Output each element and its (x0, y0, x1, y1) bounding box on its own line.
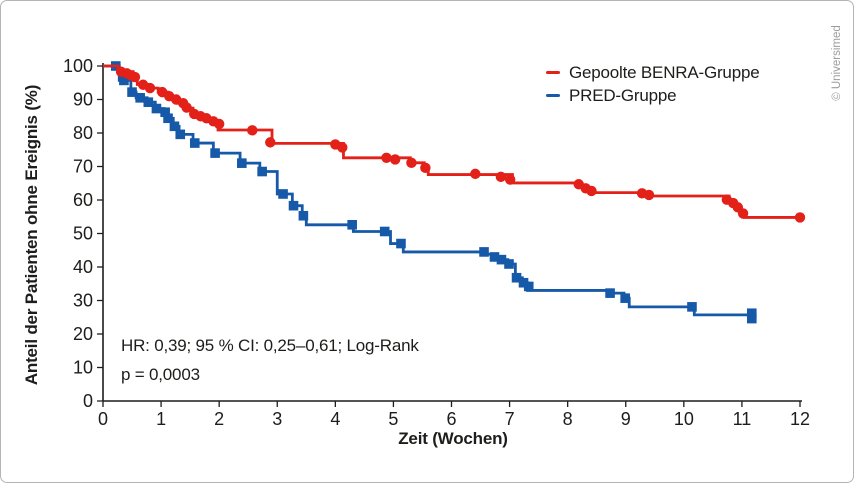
censor-marker-gepoolte-benra-gruppe (129, 71, 141, 83)
censor-marker-gepoolte-benra-gruppe (213, 118, 225, 130)
stats-annotation: HR: 0,39; 95 % CI: 0,25–0,61; Log-Rank p… (121, 331, 419, 389)
censor-marker-gepoolte-benra-gruppe (495, 171, 507, 183)
x-tick-label: 4 (330, 409, 340, 429)
censor-marker-pred-gruppe (347, 219, 357, 230)
censor-marker-gepoolte-benra-gruppe (643, 189, 655, 201)
censor-marker-pred-gruppe (746, 313, 757, 324)
y-tick-label: 30 (73, 291, 93, 311)
censor-marker-gepoolte-benra-gruppe (406, 157, 417, 169)
censor-marker-pred-gruppe (605, 288, 615, 298)
censor-marker-gepoolte-benra-gruppe (794, 212, 806, 223)
censor-marker-pred-gruppe (511, 272, 522, 283)
censor-marker-pred-gruppe (210, 148, 220, 158)
y-axis-title: Anteil der Patienten ohne Ereignis (%) (22, 84, 41, 386)
legend-item-pred: PRED-Gruppe (546, 86, 759, 105)
x-tick-label: 9 (621, 409, 631, 429)
x-axis-title: Zeit (Wochen) (398, 429, 508, 448)
censor-marker-gepoolte-benra-gruppe (586, 185, 597, 197)
legend-label-pred: PRED-Gruppe (569, 85, 677, 105)
x-tick-label: 1 (156, 409, 166, 429)
x-tick-label: 8 (563, 409, 573, 429)
stats-annotation-line2: p = 0,0003 (121, 365, 200, 384)
censor-marker-pred-gruppe (127, 87, 137, 97)
censor-marker-pred-gruppe (687, 302, 697, 312)
y-tick-label: 50 (73, 224, 93, 244)
censor-marker-gepoolte-benra-gruppe (389, 154, 401, 165)
censor-marker-gepoolte-benra-gruppe (247, 125, 258, 136)
censor-marker-pred-gruppe (496, 254, 507, 265)
censor-marker-pred-gruppe (479, 247, 489, 257)
censor-marker-pred-gruppe (523, 281, 534, 292)
benra-line-swatch (546, 70, 560, 75)
y-tick-label: 60 (73, 190, 93, 210)
x-tick-label: 0 (98, 409, 108, 429)
censor-marker-gepoolte-benra-gruppe (181, 102, 192, 113)
censor-marker-pred-gruppe (135, 93, 145, 103)
censor-marker-pred-gruppe (151, 103, 162, 114)
censor-marker-pred-gruppe (163, 113, 173, 124)
censor-marker-gepoolte-benra-gruppe (381, 152, 392, 163)
legend-item-benra: Gepoolte BENRA-Gruppe (546, 62, 760, 82)
censor-marker-gepoolte-benra-gruppe (737, 208, 749, 219)
censor-marker-pred-gruppe (175, 129, 186, 140)
censor-marker-pred-gruppe (278, 189, 288, 199)
censor-marker-gepoolte-benra-gruppe (504, 174, 516, 185)
censor-marker-gepoolte-benra-gruppe (144, 82, 156, 94)
x-tick-label: 12 (790, 409, 810, 429)
y-tick-label: 20 (73, 324, 93, 344)
censor-marker-gepoolte-benra-gruppe (337, 142, 348, 153)
censor-marker-pred-gruppe (379, 226, 390, 237)
x-tick-label: 2 (214, 409, 224, 429)
censor-marker-pred-gruppe (119, 75, 129, 86)
x-tick-label: 6 (446, 409, 456, 429)
censor-marker-pred-gruppe (518, 277, 529, 288)
censor-marker-pred-gruppe (288, 200, 299, 211)
censor-marker-pred-gruppe (396, 238, 406, 249)
y-tick-label: 70 (73, 157, 93, 177)
x-tick-label: 7 (505, 409, 515, 429)
censor-marker-pred-gruppe (237, 158, 247, 168)
censor-marker-pred-gruppe (298, 210, 309, 221)
censor-marker-pred-gruppe (489, 252, 500, 262)
censor-marker-pred-gruppe (189, 138, 200, 148)
censor-marker-gepoolte-benra-gruppe (265, 137, 276, 148)
x-tick-label: 5 (388, 409, 398, 429)
legend: Gepoolte BENRA-Gruppe PRED-Gruppe (546, 62, 760, 105)
x-tick-label: 11 (733, 409, 752, 429)
copyright-note: © Universimed (831, 25, 843, 101)
stats-annotation-line1: HR: 0,39; 95 % CI: 0,25–0,61; Log-Rank (121, 336, 419, 355)
y-tick-label: 90 (73, 90, 93, 110)
legend-label-benra: Gepoolte BENRA-Gruppe (569, 62, 760, 82)
censor-marker-gepoolte-benra-gruppe (470, 168, 481, 180)
censor-marker-pred-gruppe (746, 308, 757, 319)
censor-marker-pred-gruppe (257, 166, 267, 177)
y-tick-label: 80 (73, 123, 93, 143)
pred-line-swatch (546, 93, 560, 98)
y-tick-label: 100 (63, 56, 93, 76)
y-tick-label: 40 (73, 257, 93, 277)
censor-marker-pred-gruppe (620, 293, 630, 303)
censor-marker-gepoolte-benra-gruppe (420, 162, 431, 174)
censor-marker-pred-gruppe (160, 107, 170, 118)
x-tick-label: 3 (272, 409, 282, 429)
y-tick-label: 10 (73, 358, 93, 378)
censor-marker-pred-gruppe (143, 97, 154, 107)
y-tick-label: 0 (83, 391, 93, 411)
censor-marker-pred-gruppe (169, 121, 180, 132)
x-tick-label: 10 (674, 409, 694, 429)
censor-marker-pred-gruppe (504, 259, 514, 269)
